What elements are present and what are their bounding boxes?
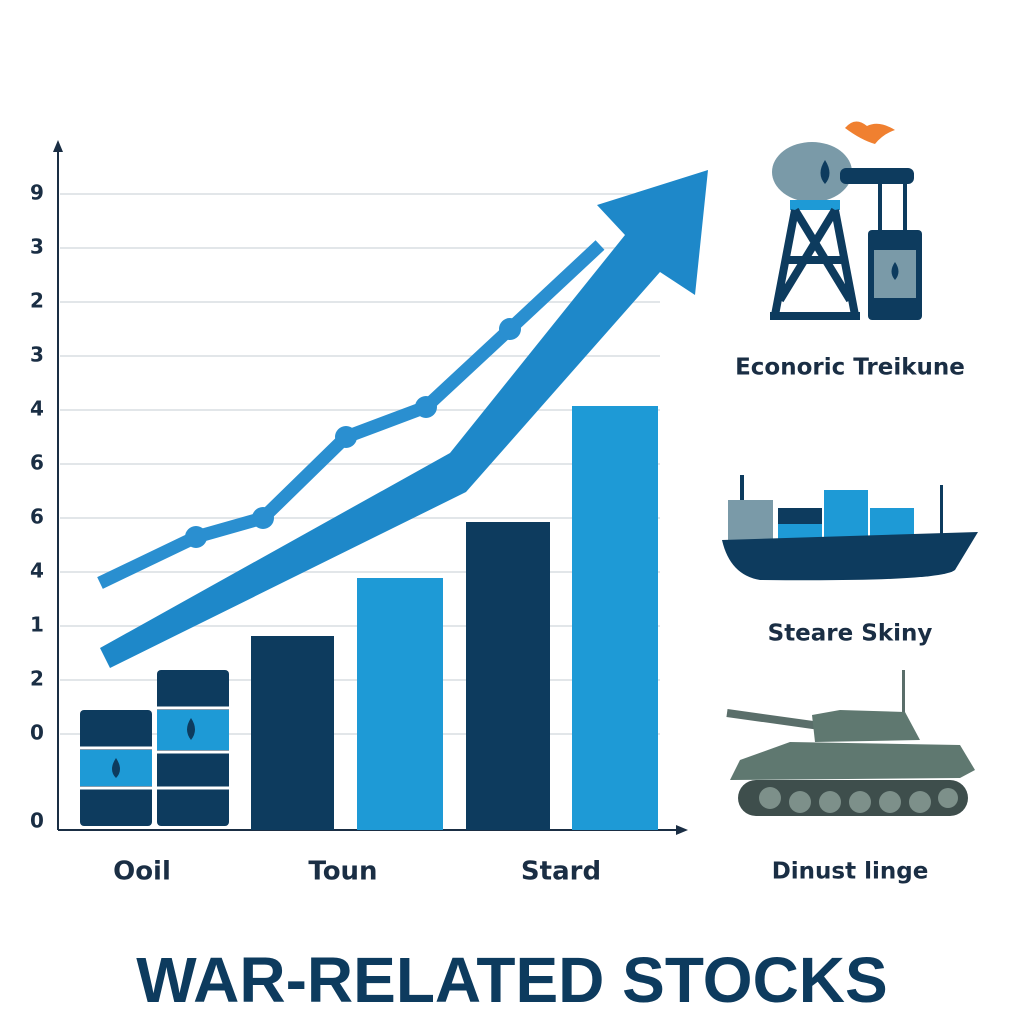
tank-icon <box>726 670 975 816</box>
side-label: Econoric Treikune <box>735 355 965 381</box>
y-label: 0 <box>30 809 44 833</box>
y-label: 6 <box>30 451 44 475</box>
category-label: Stard <box>521 857 601 887</box>
y-label: 3 <box>30 235 44 259</box>
y-label: 1 <box>30 613 44 637</box>
y-label: 2 <box>30 667 44 691</box>
bar <box>251 636 334 830</box>
y-label: 4 <box>30 559 44 583</box>
ship-icon <box>722 475 978 581</box>
y-label: 4 <box>30 397 44 421</box>
side-label: Dinust linge <box>772 859 929 885</box>
line-points <box>185 318 521 548</box>
trend-arrow <box>100 170 708 668</box>
y-label: 0 <box>30 721 44 745</box>
y-label: 6 <box>30 505 44 529</box>
labels: 9 3 2 3 4 6 6 4 1 2 0 0 Ooil Toun Stard Econoric Treiku… <box>30 181 965 887</box>
y-label: 2 <box>30 289 44 313</box>
y-label: 3 <box>30 343 44 367</box>
barrels <box>80 670 229 826</box>
category-label: Ooil <box>113 857 171 887</box>
bar <box>466 522 550 830</box>
title: WAR-RELATED STOCKS <box>136 944 887 1016</box>
bar <box>357 578 443 830</box>
y-label: 9 <box>30 181 44 205</box>
oil-icon <box>770 121 922 320</box>
category-label: Toun <box>308 857 377 887</box>
y-axis-arrow <box>53 140 63 152</box>
bar <box>572 406 658 830</box>
side-label: Steare Skiny <box>768 621 933 647</box>
x-axis-arrow <box>676 825 688 835</box>
